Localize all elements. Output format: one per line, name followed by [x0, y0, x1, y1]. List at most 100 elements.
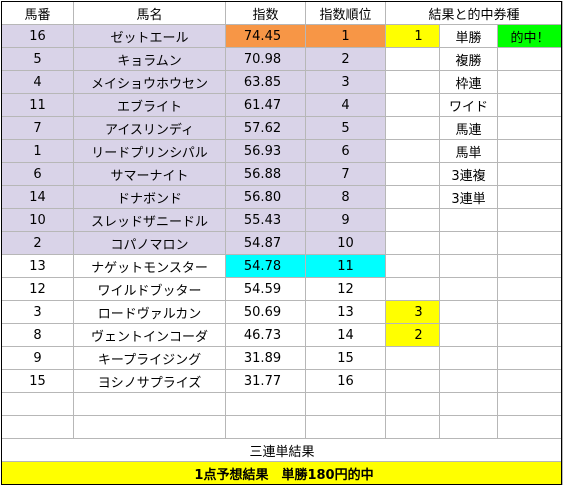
horse-name-cell: ヴェントインコーダ — [73, 323, 226, 347]
final-result-row: 1点予想結果 単勝180円的中 — [1, 461, 563, 485]
table-row: 16 ゼットエール 74.45 1 1 単勝 的中！ — [1, 24, 563, 48]
table-row: 6 サマーナイト 56.88 7 3連複 — [1, 162, 563, 186]
rank-cell: 9 — [305, 208, 386, 232]
result-cell — [385, 185, 440, 209]
horse-name-cell: ドナボンド — [73, 185, 226, 209]
bet-type-cell — [439, 323, 498, 347]
horse-name-cell: リードプリンシパル — [73, 139, 226, 163]
horse-name-cell: エブライト — [73, 93, 226, 117]
empty-cell — [225, 415, 306, 439]
index-cell: 63.85 — [225, 70, 306, 94]
index-cell: 50.69 — [225, 300, 306, 324]
sanrentan-label: 三連単結果 — [1, 438, 563, 462]
horse-name-cell: ナゲットモンスター — [73, 254, 226, 278]
result-cell — [385, 254, 440, 278]
table-row: 13 ナゲットモンスター 54.78 11 — [1, 254, 563, 278]
bet-type-cell — [439, 254, 498, 278]
header-horse-name: 馬名 — [73, 1, 226, 25]
bet-type-cell — [439, 300, 498, 324]
bet-type-cell: 単勝 — [439, 24, 498, 48]
bet-type-cell: 3連単 — [439, 185, 498, 209]
horse-name-cell: ヨシノサプライズ — [73, 369, 226, 393]
horse-number-cell: 12 — [1, 277, 74, 301]
rank-cell: 12 — [305, 277, 386, 301]
header-results: 結果と的中券種 — [385, 1, 563, 25]
table-row: 3 ロードヴァルカン 50.69 13 3 — [1, 300, 563, 324]
horse-name-cell: アイスリンディ — [73, 116, 226, 140]
hit-cell — [497, 254, 563, 278]
result-cell — [385, 139, 440, 163]
result-cell — [385, 231, 440, 255]
hit-cell — [497, 185, 563, 209]
empty-cell — [305, 392, 386, 416]
rank-cell: 10 — [305, 231, 386, 255]
hit-cell — [497, 139, 563, 163]
horse-number-cell: 14 — [1, 185, 74, 209]
hit-cell — [497, 93, 563, 117]
horse-number-cell: 13 — [1, 254, 74, 278]
bet-type-cell — [439, 369, 498, 393]
horse-name-cell: ロードヴァルカン — [73, 300, 226, 324]
result-cell — [385, 277, 440, 301]
horse-name-cell: メイショウホウセン — [73, 70, 226, 94]
bet-type-cell: 馬単 — [439, 139, 498, 163]
empty-cell — [439, 415, 498, 439]
hit-cell — [497, 47, 563, 71]
bet-type-cell — [439, 231, 498, 255]
horse-number-cell: 4 — [1, 70, 74, 94]
horse-number-cell: 1 — [1, 139, 74, 163]
rank-cell: 2 — [305, 47, 386, 71]
empty-cell — [305, 415, 386, 439]
horse-number-cell: 15 — [1, 369, 74, 393]
result-cell — [385, 47, 440, 71]
hit-cell — [497, 277, 563, 301]
horse-name-cell: ゼットエール — [73, 24, 226, 48]
table-row: 1 リードプリンシパル 56.93 6 馬単 — [1, 139, 563, 163]
hit-cell — [497, 300, 563, 324]
sanrentan-row: 三連単結果 — [1, 438, 563, 462]
rank-cell: 3 — [305, 70, 386, 94]
horse-number-cell: 5 — [1, 47, 74, 71]
result-cell — [385, 346, 440, 370]
empty-cell — [385, 415, 440, 439]
horse-number-cell: 7 — [1, 116, 74, 140]
horse-name-cell: キープライジング — [73, 346, 226, 370]
rank-cell: 15 — [305, 346, 386, 370]
index-cell: 74.45 — [225, 24, 306, 48]
table-row: 11 エブライト 61.47 4 ワイド — [1, 93, 563, 117]
table-row: 9 キープライジング 31.89 15 — [1, 346, 563, 370]
rank-cell: 7 — [305, 162, 386, 186]
empty-row — [1, 415, 563, 439]
rank-cell: 13 — [305, 300, 386, 324]
result-cell: 3 — [385, 300, 440, 324]
final-result: 1点予想結果 単勝180円的中 — [1, 461, 563, 485]
bet-type-cell — [439, 208, 498, 232]
header-index-rank: 指数順位 — [305, 1, 386, 25]
table-row: 4 メイショウホウセン 63.85 3 枠連 — [1, 70, 563, 94]
hit-cell — [497, 369, 563, 393]
index-cell: 46.73 — [225, 323, 306, 347]
index-cell: 70.98 — [225, 47, 306, 71]
horse-name-cell: コパノマロン — [73, 231, 226, 255]
rank-cell: 14 — [305, 323, 386, 347]
hit-cell — [497, 70, 563, 94]
rank-cell: 16 — [305, 369, 386, 393]
table-row: 5 キョラムン 70.98 2 複勝 — [1, 47, 563, 71]
horse-number-cell: 6 — [1, 162, 74, 186]
hit-cell — [497, 346, 563, 370]
index-cell: 56.93 — [225, 139, 306, 163]
bet-type-cell: 3連複 — [439, 162, 498, 186]
index-cell: 54.78 — [225, 254, 306, 278]
result-cell: 1 — [385, 24, 440, 48]
horse-number-cell: 2 — [1, 231, 74, 255]
table-row: 15 ヨシノサプライズ 31.77 16 — [1, 369, 563, 393]
horse-name-cell: サマーナイト — [73, 162, 226, 186]
header-index: 指数 — [225, 1, 306, 25]
empty-cell — [497, 392, 563, 416]
index-cell: 61.47 — [225, 93, 306, 117]
index-cell: 54.59 — [225, 277, 306, 301]
horse-number-cell: 8 — [1, 323, 74, 347]
result-cell — [385, 93, 440, 117]
table-row: 8 ヴェントインコーダ 46.73 14 2 — [1, 323, 563, 347]
